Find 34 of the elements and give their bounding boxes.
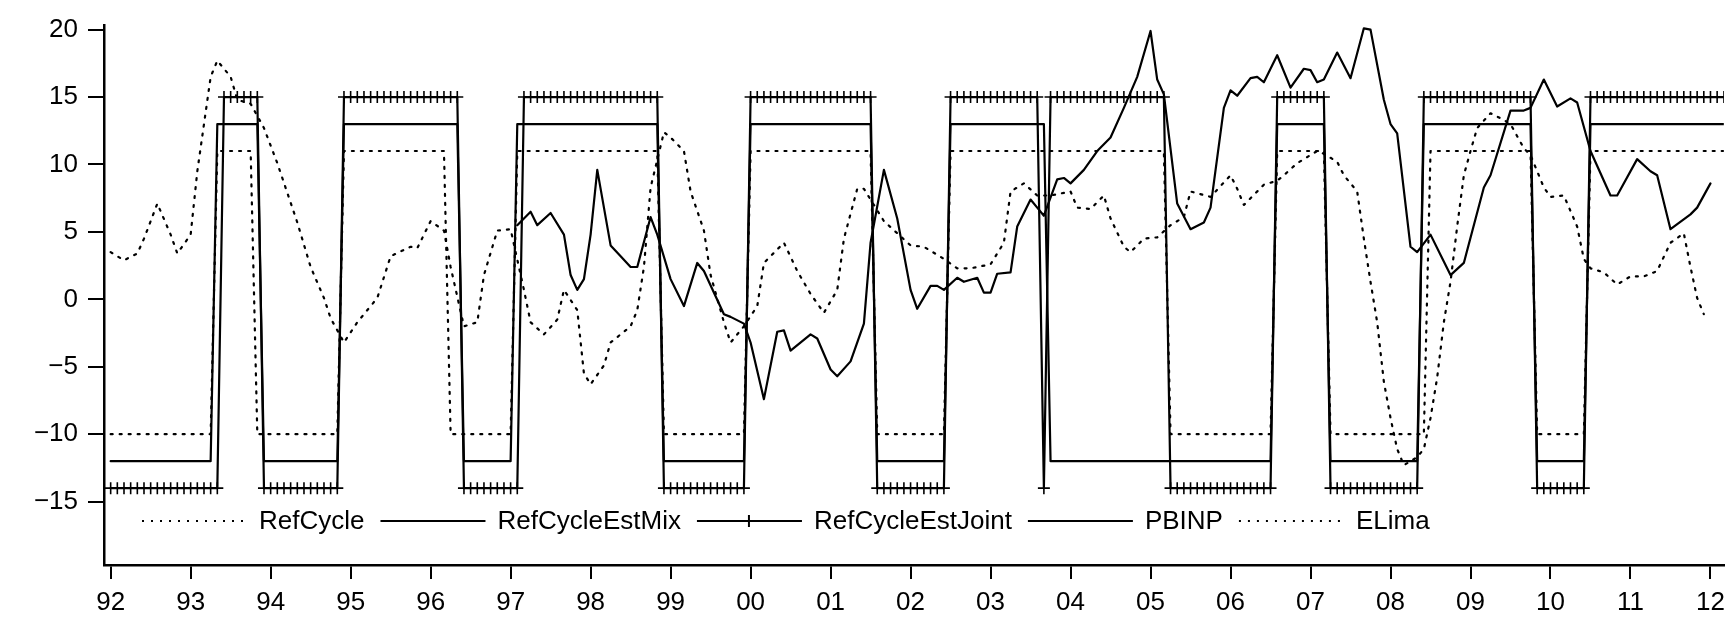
x-tick-label: 94 (256, 585, 286, 616)
legend-label: RefCycleEstJoint (813, 505, 1013, 536)
y-tick-label: −10 (33, 417, 78, 448)
y-tick-label: −15 (33, 484, 78, 515)
legend-label: RefCycleEstMix (497, 505, 681, 536)
x-tick-label: 09 (1456, 585, 1485, 616)
x-tick-label: 11 (1616, 585, 1644, 616)
x-tick-label: 96 (416, 585, 446, 616)
x-tick-label: 00 (736, 585, 766, 616)
y-tick-label: 15 (49, 80, 78, 111)
x-tick-label: 04 (1056, 585, 1086, 616)
x-tick-label: 98 (576, 585, 606, 616)
x-tick-label: 12 (1696, 585, 1725, 616)
legend-label: PBINP (1144, 505, 1223, 536)
x-tick-label: 06 (1216, 585, 1245, 616)
x-tick-label: 95 (336, 585, 366, 616)
x-tick-label: 05 (1136, 585, 1165, 616)
y-tick-label: 20 (49, 12, 78, 43)
y-tick-label: 0 (63, 282, 78, 313)
x-tick-label: 03 (976, 585, 1006, 616)
x-tick-label: 93 (176, 585, 206, 616)
x-tick-label: 97 (496, 585, 526, 616)
x-tick-label: 01 (816, 585, 846, 616)
y-tick-label: 5 (63, 215, 78, 246)
x-tick-label: 92 (96, 585, 126, 616)
x-tick-label: 02 (896, 585, 926, 616)
x-tick-label: 07 (1296, 585, 1325, 616)
legend-label: ELima (1355, 505, 1431, 536)
x-tick-label: 10 (1536, 585, 1565, 616)
x-tick-label: 08 (1376, 585, 1405, 616)
y-tick-label: 10 (49, 147, 78, 178)
legend-label: RefCycle (259, 505, 365, 536)
x-tick-label: 99 (656, 585, 686, 616)
y-tick-label: −5 (48, 349, 78, 380)
